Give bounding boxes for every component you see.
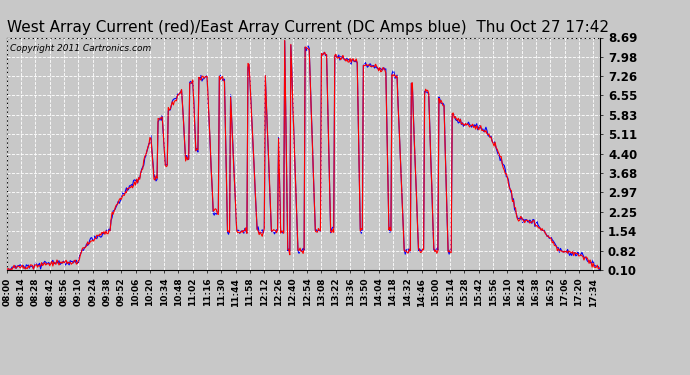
Text: West Array Current (red)/East Array Current (DC Amps blue)  Thu Oct 27 17:42: West Array Current (red)/East Array Curr… [7, 20, 609, 35]
Text: Copyright 2011 Cartronics.com: Copyright 2011 Cartronics.com [10, 45, 151, 54]
